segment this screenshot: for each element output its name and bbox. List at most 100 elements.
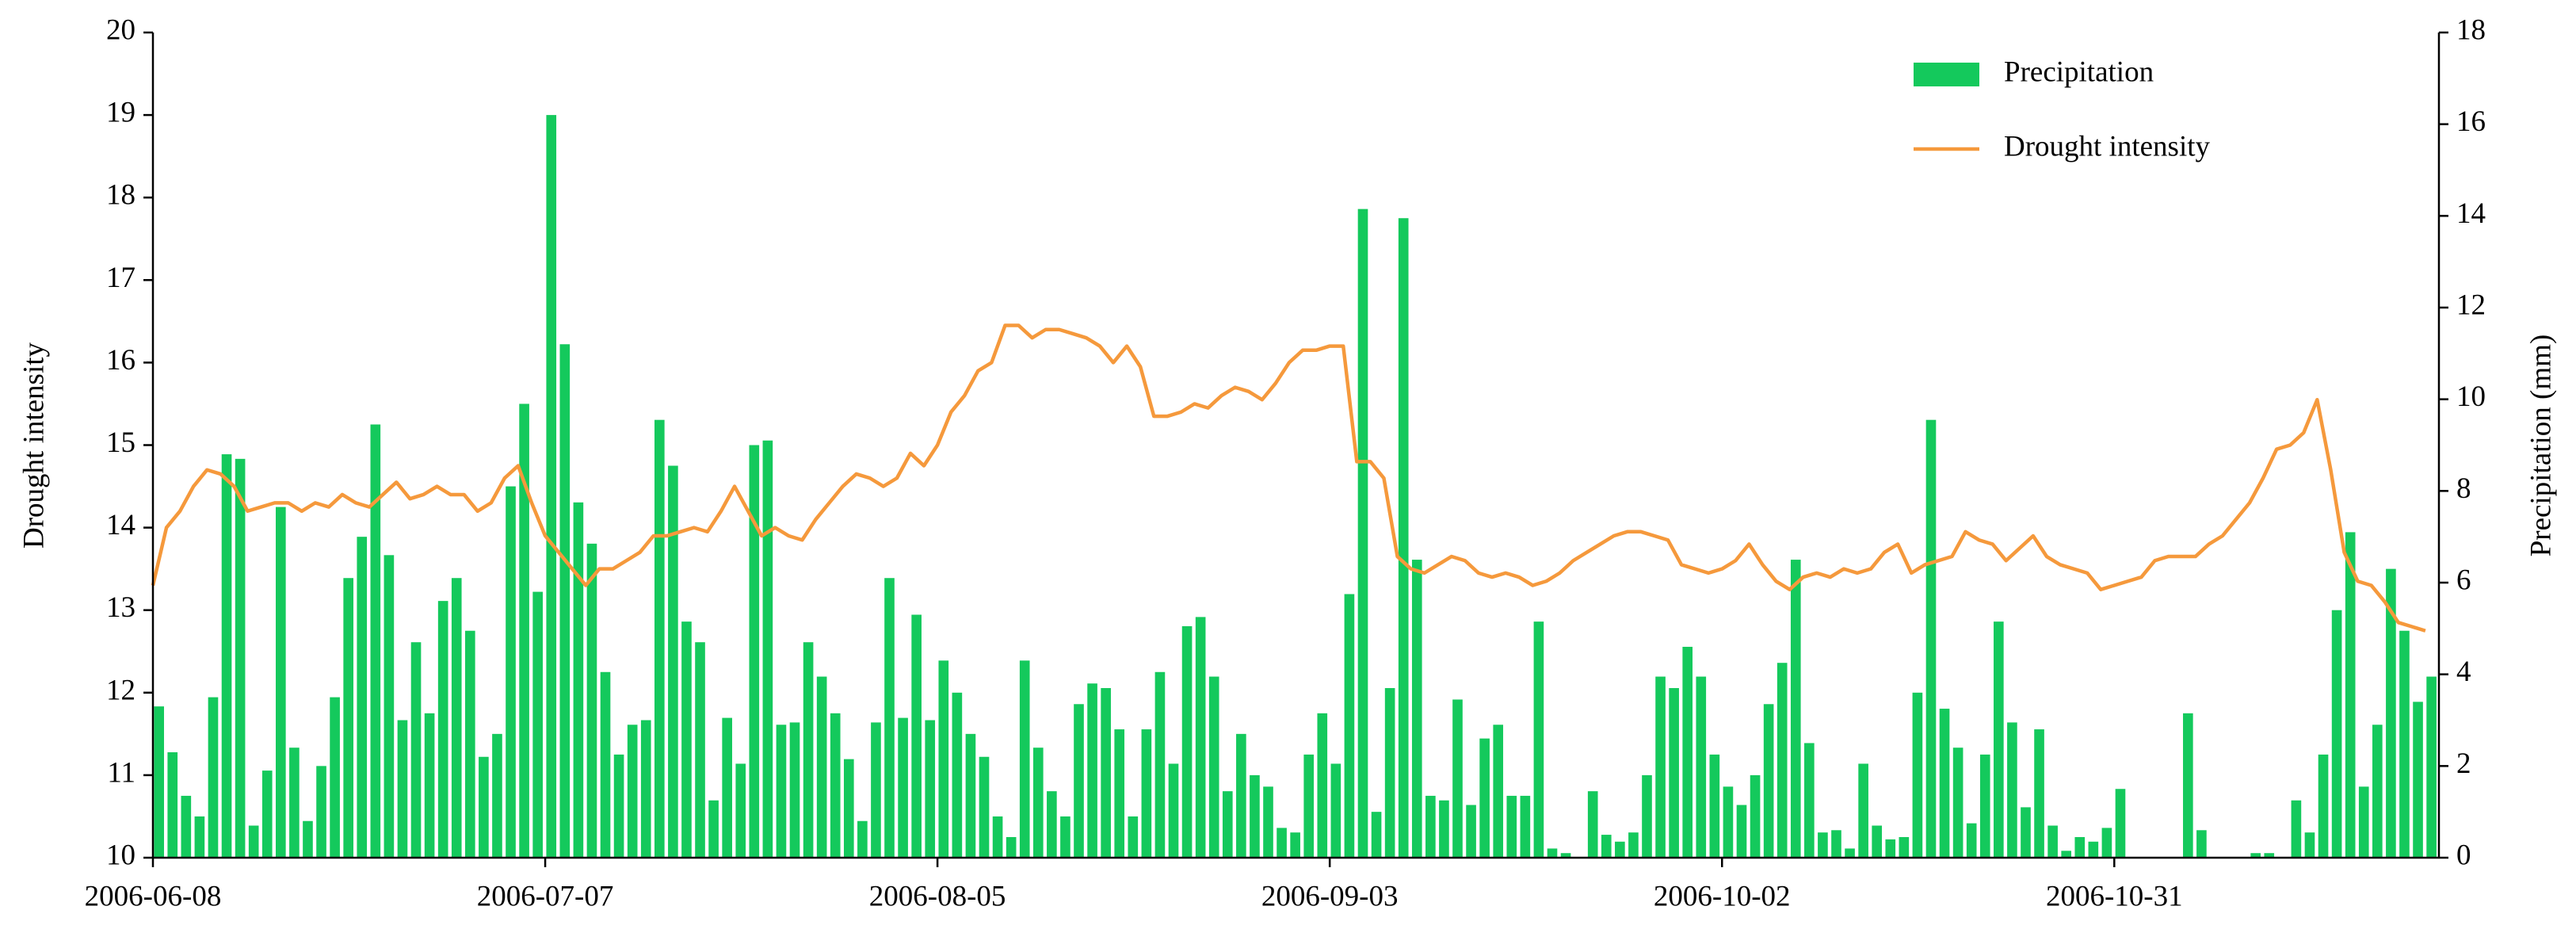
bar <box>532 591 543 858</box>
bar <box>1236 733 1246 858</box>
bar <box>830 713 841 858</box>
bar <box>194 816 205 858</box>
bar <box>2061 851 2072 858</box>
bar <box>2358 786 2369 858</box>
x-tick-label: 2006-10-31 <box>2046 880 2183 912</box>
bar <box>1128 816 1139 858</box>
bar <box>573 502 584 858</box>
bar <box>2007 722 2017 858</box>
bar <box>1979 754 1990 858</box>
y-axis-label: Drought intensity <box>17 342 50 549</box>
bar <box>2034 729 2044 858</box>
bar <box>1966 823 1977 858</box>
bar <box>2345 532 2356 858</box>
bar <box>2088 841 2099 858</box>
bar <box>1858 763 1868 858</box>
y-tick-label: 10 <box>106 839 135 871</box>
y2-tick-label: 6 <box>2456 564 2471 596</box>
bar <box>1154 671 1166 858</box>
bar <box>1317 713 1328 858</box>
bar <box>816 676 827 858</box>
bar <box>276 507 286 858</box>
bar <box>979 756 990 858</box>
bar <box>1493 725 1504 858</box>
legend-label: Drought intensity <box>2004 130 2211 163</box>
bar <box>1709 754 1720 858</box>
x-tick-label: 2006-06-08 <box>85 880 222 912</box>
bar <box>1818 832 1828 858</box>
bar <box>1466 805 1476 858</box>
y-tick-label: 16 <box>106 344 135 377</box>
bar <box>1452 699 1463 858</box>
bar <box>2183 713 2193 858</box>
bar <box>519 403 529 858</box>
bar <box>1141 729 1152 858</box>
y-tick-label: 19 <box>106 97 135 129</box>
bar <box>1047 791 1057 858</box>
bar <box>695 642 705 858</box>
bar <box>952 692 963 858</box>
y-tick-label: 14 <box>106 509 135 541</box>
y2-tick-label: 4 <box>2456 656 2471 688</box>
bar <box>1628 832 1639 858</box>
bar <box>1303 754 1315 858</box>
bar <box>289 748 300 858</box>
bar <box>1736 805 1747 858</box>
bar <box>668 465 678 858</box>
y2-tick-label: 2 <box>2456 748 2471 780</box>
bar <box>1439 800 1449 858</box>
bar <box>303 820 313 858</box>
bar <box>1074 704 1084 858</box>
bar <box>316 766 326 858</box>
bar <box>2291 800 2302 858</box>
bar <box>2115 789 2126 858</box>
bar <box>1601 835 1612 858</box>
bar <box>776 725 787 858</box>
bar <box>1776 663 1788 858</box>
y-tick-label: 11 <box>107 756 135 789</box>
bar <box>749 445 760 858</box>
bar <box>2074 836 2086 858</box>
x-tick-label: 2006-08-05 <box>869 880 1006 912</box>
bar <box>410 642 422 858</box>
bar <box>221 454 232 858</box>
bar <box>1384 688 1395 858</box>
bar <box>1925 419 1937 858</box>
bar <box>248 825 259 858</box>
bar <box>2318 754 2329 858</box>
bar <box>1479 738 1490 858</box>
bar <box>2047 825 2058 858</box>
bar <box>1250 774 1260 858</box>
bar <box>1019 660 1030 858</box>
bar <box>938 660 949 858</box>
bar <box>1763 704 1774 858</box>
bar <box>1195 617 1206 858</box>
bar <box>1952 748 1963 858</box>
bar <box>384 555 395 858</box>
bar <box>1682 646 1693 858</box>
bar <box>1208 676 1219 858</box>
bar <box>357 537 368 858</box>
y2-tick-label: 12 <box>2456 289 2486 321</box>
bar <box>1114 729 1125 858</box>
bar <box>1087 683 1097 858</box>
x-tick-label: 2006-10-02 <box>1654 880 1791 912</box>
bar <box>871 722 881 858</box>
bar <box>1994 621 2004 858</box>
bar <box>2264 853 2275 858</box>
bar <box>992 816 1003 858</box>
bar <box>1845 848 1855 858</box>
bar <box>1655 676 1666 858</box>
bar <box>925 720 936 858</box>
bar <box>1831 830 1841 858</box>
bar <box>2250 853 2261 858</box>
bar <box>1411 560 1422 858</box>
bar <box>1872 825 1883 858</box>
bar <box>1587 791 1598 858</box>
bar <box>1344 594 1355 858</box>
bar <box>479 756 489 858</box>
bar <box>884 578 895 858</box>
bar <box>437 601 448 858</box>
bar <box>261 770 273 858</box>
